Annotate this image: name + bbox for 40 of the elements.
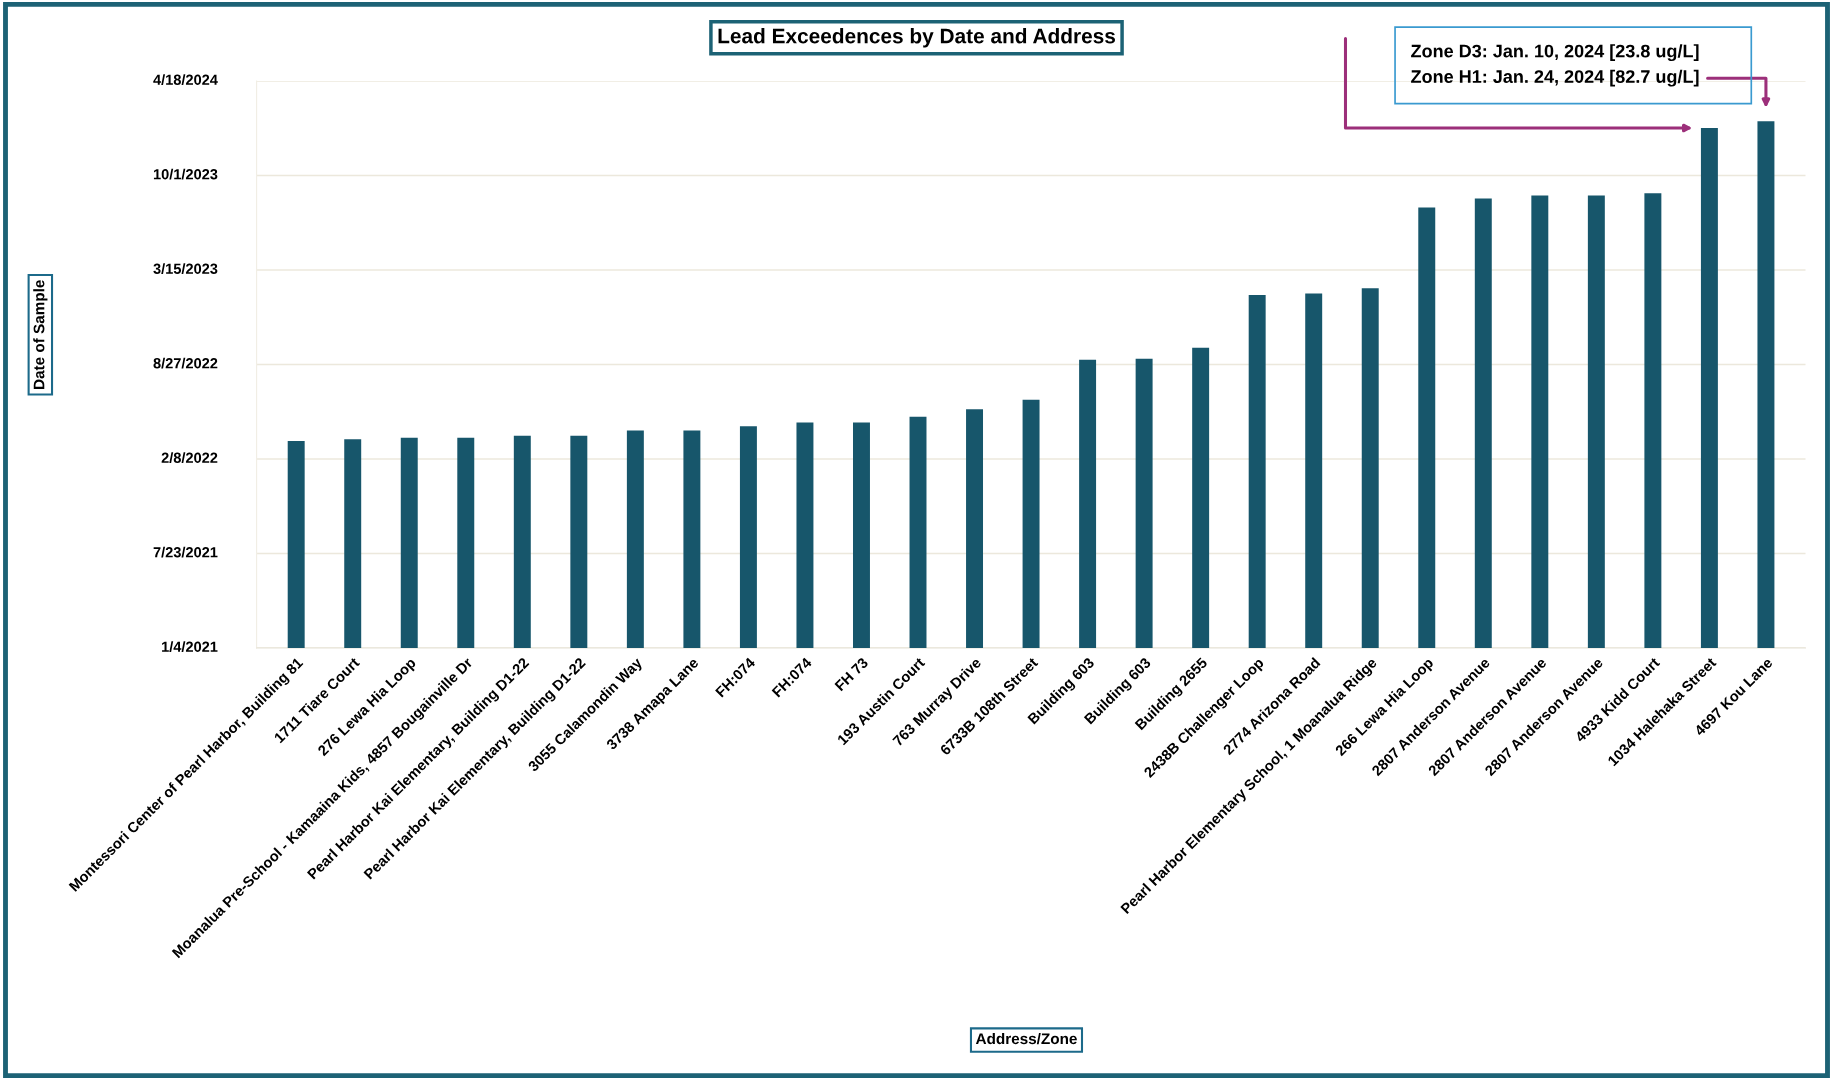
bar <box>344 439 362 648</box>
bar <box>683 430 701 648</box>
bar <box>1644 193 1662 648</box>
text: 1/4/2021 <box>162 641 218 653</box>
bar <box>457 437 475 648</box>
text: Zone H1: Jan. 24, 2024 [82.7 ug/L] <box>1411 69 1699 87</box>
bar <box>570 435 588 648</box>
bar <box>1135 358 1153 648</box>
bar <box>1418 207 1436 648</box>
bar <box>1022 399 1040 648</box>
text: 4/18/2024 <box>153 74 218 86</box>
x-axis-title: Address/Zone <box>975 1032 1077 1045</box>
bar <box>513 435 531 648</box>
chart-title: Lead Exceedences by Date and Address <box>718 28 1116 48</box>
text: 8/27/2022 <box>153 357 218 369</box>
bar <box>400 437 418 648</box>
bar <box>739 426 757 648</box>
bar <box>853 422 870 648</box>
bar <box>1587 195 1605 648</box>
bar <box>1700 128 1718 648</box>
text: 2/8/2022 <box>161 452 218 464</box>
bar <box>1361 288 1379 648</box>
bar <box>1474 198 1492 648</box>
bar <box>796 422 814 648</box>
bar <box>1079 359 1097 648</box>
text: 10/1/2023 <box>153 168 218 180</box>
bar <box>1248 295 1266 648</box>
bar <box>966 409 984 648</box>
text: 7/23/2021 <box>153 546 218 558</box>
bar <box>1305 293 1323 648</box>
bar <box>1757 121 1775 648</box>
bar <box>287 440 305 648</box>
text: 3/15/2023 <box>153 263 218 275</box>
bar <box>909 416 927 648</box>
y-axis-title: Date of Sample <box>33 280 48 389</box>
bar <box>626 430 644 648</box>
bar <box>1192 347 1210 648</box>
x-tick-label: FH 73 <box>834 656 869 692</box>
bar <box>1531 195 1549 648</box>
text: Zone D3: Jan. 10, 2024 [23.8 ug/L] <box>1411 44 1699 62</box>
